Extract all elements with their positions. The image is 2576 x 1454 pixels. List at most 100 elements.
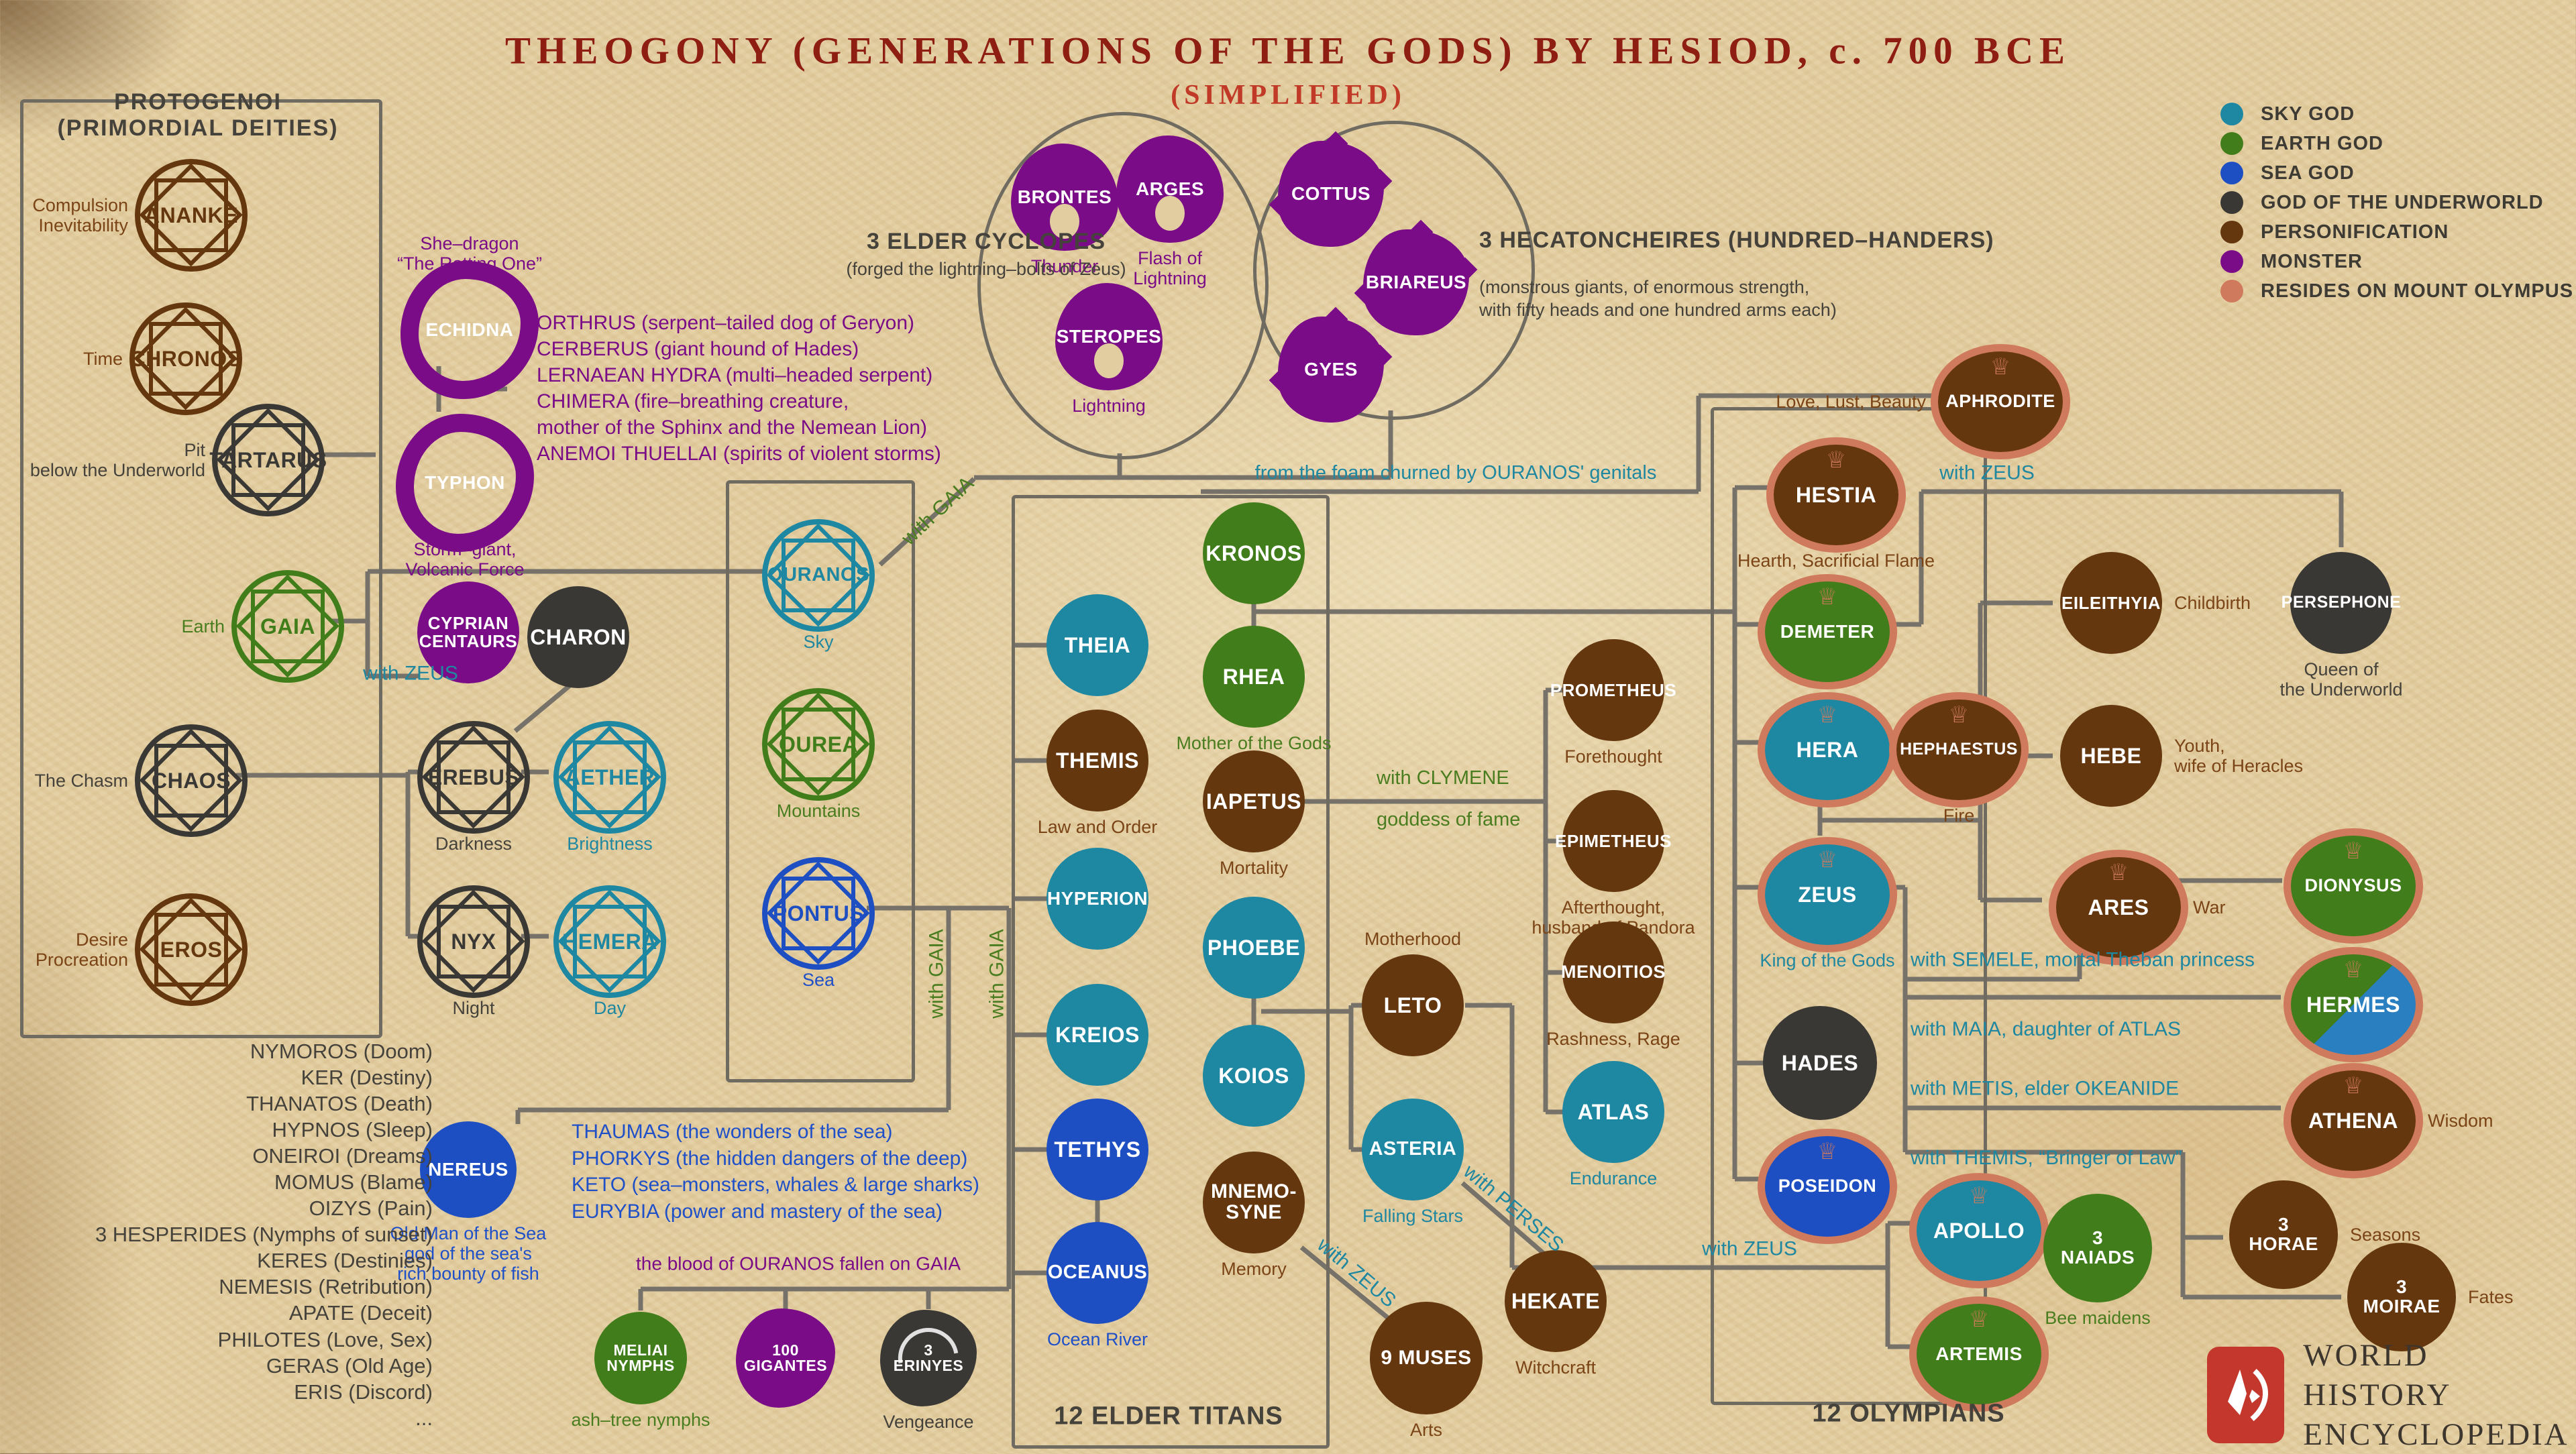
node-kronos: KRONOS [1203,502,1305,604]
olympian-crown-icon: ♕ [1817,585,1837,608]
legend-label: MONSTER [2261,251,2363,273]
node-sublabel-pontus: Sea [802,970,835,990]
legend-label: PERSONIFICATION [2261,221,2449,243]
node-sublabel-hekate: Witchcraft [1515,1357,1596,1378]
node-sublabel-hephaestus: Fire [1943,805,1975,826]
with-maia: with MAIA, daughter of ATLAS [1911,1017,2181,1042]
node-label: OUREA [779,734,858,756]
node-sublabel-erebus: Darkness [435,834,512,854]
node-label: 9 MUSES [1381,1348,1471,1369]
node-label: PROMETHEUS [1550,681,1676,700]
logo-glyph [2220,1363,2272,1427]
cyclops-eye-icon [1155,196,1185,231]
node-sublabel-naiads: Bee maidens [2045,1308,2151,1328]
legend-label: RESIDES ON MOUNT OLYMPUS [2261,280,2573,302]
with-zeus-apollo: with ZEUS [1702,1236,1797,1262]
node-charon: CHARON [527,586,629,688]
node-sublabel-echidna: She–dragon “The Rotting One” [397,233,542,274]
legend-swatch [2220,162,2243,184]
node-label: EILEITHYIA [2061,594,2161,612]
node-label: CHRONOS [129,348,241,370]
node-hades: HADES [1763,1006,1877,1120]
node-label: HESTIA [1796,484,1876,506]
with-themis: with THEMIS, “Bringer of Law” [1911,1145,2182,1171]
node-label: 3 NAIADS [2061,1229,2135,1267]
node-sublabel-ourea: Mountains [777,801,861,821]
with-clymene-1: with CLYMENE [1377,766,1509,790]
node-sublabel-prometheus: Forethought [1564,746,1662,767]
node-sublabel-hemera: Day [594,998,626,1018]
node-dionysus: ♕DIONYSUS [2284,828,2423,944]
node-label: KREIOS [1055,1024,1140,1046]
node-label: COTTUS [1291,184,1371,204]
node-label: ECHIDNA [425,321,513,340]
node-label: MELIAI NYMPHS [606,1343,674,1374]
cyclops-eye-icon [1094,343,1124,378]
legend-item-0: SKY GOD [2220,103,2355,125]
elder-titans-label: 12 ELDER TITANS [1054,1400,1283,1433]
node-sublabel-chaos: The Chasm [34,771,128,791]
node-sublabel-menoitios: Rashness, Rage [1546,1029,1680,1049]
node-artemis: ♕ARTEMIS [1909,1296,2049,1412]
node-label: CHAOS [152,770,231,792]
node-label: HEMERA [562,931,657,953]
olympians-label: 12 OLYMPIANS [1812,1398,2004,1430]
node-sublabel-typhon: Storm–giant, Volcanic Force [405,539,524,579]
node-label: GAIA [260,616,315,638]
olympian-crown-icon: ♕ [1817,1140,1837,1163]
hecatoncheires-heading: 3 HECATONCHEIRES (HUNDRED–HANDERS) [1479,226,1994,255]
node-label: 100 GIGANTES [744,1343,827,1374]
foam-note: from the foam churned by OURANOS' genita… [1255,461,1657,485]
legend-swatch [2220,103,2243,125]
protogenoi-box-label: PROTOGENOI (PRIMORDIAL DEITIES) [57,89,338,142]
with-gaia-vertical-2: with GAIA [984,929,1010,1018]
legend-swatch [2220,280,2243,302]
node-sublabel-moirae: Fates [2468,1287,2514,1307]
legend-label: SKY GOD [2261,103,2355,125]
node-sublabel-zeus: King of the Gods [1760,950,1894,970]
node-label: THEMIS [1056,750,1139,772]
node-label: PHOEBE [1208,937,1300,959]
legend-label: EARTH GOD [2261,133,2383,155]
page-title: THEOGONY (GENERATIONS OF THE GODS) BY HE… [505,30,2071,73]
node-label: STEROPES [1057,327,1161,347]
legend-swatch [2220,191,2243,214]
node-label: HEBE [2081,745,2142,767]
node-hera: ♕HERA [1758,692,1897,807]
node-sublabel-horae: Seasons [2350,1225,2420,1245]
world-history-encyclopedia-icon [2207,1347,2284,1443]
node-label: 3 HORAE [2249,1215,2318,1253]
node-label: PONTUS [773,903,864,925]
node-label: HEKATE [1511,1290,1600,1312]
olympian-crown-icon: ♕ [1969,1184,1989,1207]
node-label: TETHYS [1054,1139,1140,1161]
node-sublabel-iapetus: Mortality [1220,858,1288,878]
cyclopes-subheading: (forged the lightning–bolts of Zeus) [846,258,1126,281]
node-label: ARES [2088,897,2149,919]
node-theia: THEIA [1046,594,1148,696]
node-sublabel-aphrodite: Love, Lust, Beauty [1776,392,1926,412]
hecatoncheires-subheading: (monstrous giants, of enormous strength,… [1479,276,1837,322]
